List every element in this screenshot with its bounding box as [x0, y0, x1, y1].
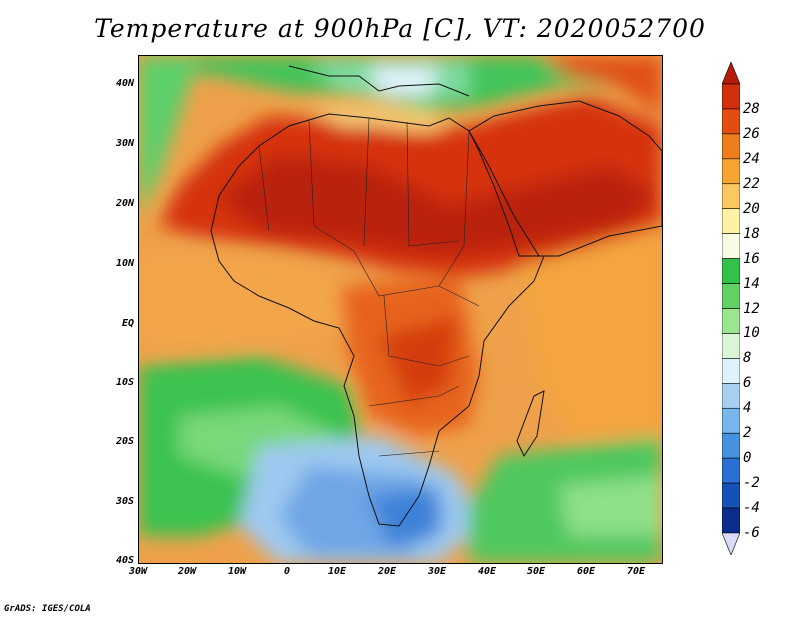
colorbar-tick-label: 10	[743, 325, 760, 342]
lon-label-60e: 60E	[576, 566, 596, 577]
lat-label-10s: 10S	[115, 377, 134, 388]
temperature-field	[139, 56, 662, 563]
colorbar-swatch	[722, 233, 740, 259]
lat-label-30n: 30N	[115, 138, 134, 149]
colorbar-tick-label: -6	[743, 525, 760, 541]
colorbar-swatch	[722, 183, 740, 210]
colorbar-tick-label: 8	[743, 350, 752, 367]
colorbar-tick-label: 16	[743, 250, 760, 267]
lon-label-40e: 40E	[477, 566, 497, 577]
colorbar-swatch	[722, 482, 740, 509]
lat-label-40s: 40S	[115, 555, 134, 566]
coastlines	[210, 65, 662, 527]
colorbar-swatch	[722, 133, 740, 160]
colorbar-tick-label: 22	[743, 175, 760, 192]
map-canvas	[139, 56, 662, 563]
lat-label-20s: 20S	[115, 436, 134, 447]
colorbar-tick-label: -2	[743, 475, 760, 492]
colorbar-tick-label: 4	[743, 400, 752, 417]
lon-label-0: 0	[283, 566, 291, 577]
colorbar-tick-label: 18	[743, 225, 760, 242]
lon-label-20w: 20W	[177, 566, 197, 577]
colorbar-tick-label: 14	[743, 275, 760, 292]
lon-label-10w: 10W	[227, 566, 247, 577]
temperature-map	[138, 55, 663, 564]
colorbar-swatch	[722, 283, 740, 309]
colorbar-tick-label: 6	[743, 375, 752, 392]
colorbar-tick-label: 12	[743, 300, 760, 317]
colorbar-swatch	[722, 158, 740, 185]
lat-label-40n: 40N	[115, 78, 134, 89]
colorbar-swatch	[722, 358, 740, 384]
colorbar-bottom-arrow	[722, 532, 740, 555]
colorbar-tick-label: 2	[743, 425, 752, 442]
lat-label-30s: 30S	[115, 496, 134, 507]
colorbar-tick-label: 26	[743, 125, 760, 142]
colorbar-swatch	[722, 383, 740, 409]
lon-label-50e: 50E	[526, 566, 546, 577]
lon-label-30w: 30W	[128, 566, 148, 577]
colorbar-swatch	[722, 308, 740, 334]
colorbar-swatch	[722, 333, 740, 359]
colorbar-swatch	[722, 432, 740, 459]
colorbar-tick-label: 24	[743, 150, 760, 167]
map-title: Temperature at 900hPa [C], VT: 202005270…	[94, 14, 706, 43]
colorbar-tick-label: -4	[743, 500, 760, 517]
lon-label-10e: 10E	[327, 566, 347, 577]
colorbar-tick-label: 0	[743, 450, 752, 467]
colorbar-swatch	[722, 258, 740, 284]
colorbar-tick-label: 20	[743, 200, 760, 217]
colorbar-swatch	[722, 507, 740, 534]
colorbar-tick-label: 28	[743, 100, 760, 117]
lat-label-10n: 10N	[115, 258, 134, 269]
footer-credit: GrADS: IGES/COLA	[4, 604, 91, 614]
lat-label-20n: 20N	[115, 198, 134, 209]
lon-label-30e: 30E	[427, 566, 447, 577]
colorbar-swatch	[722, 208, 740, 234]
lon-label-20e: 20E	[377, 566, 397, 577]
colorbar-swatch	[722, 108, 740, 135]
colorbar-swatch	[722, 83, 740, 110]
colorbar	[722, 62, 740, 555]
lat-label-eq: EQ	[121, 318, 134, 329]
lon-label-70e: 70E	[626, 566, 646, 577]
colorbar-top-arrow	[722, 62, 740, 85]
colorbar-swatch	[722, 407, 740, 434]
colorbar-swatch	[722, 457, 740, 484]
country-borders	[258, 117, 480, 457]
